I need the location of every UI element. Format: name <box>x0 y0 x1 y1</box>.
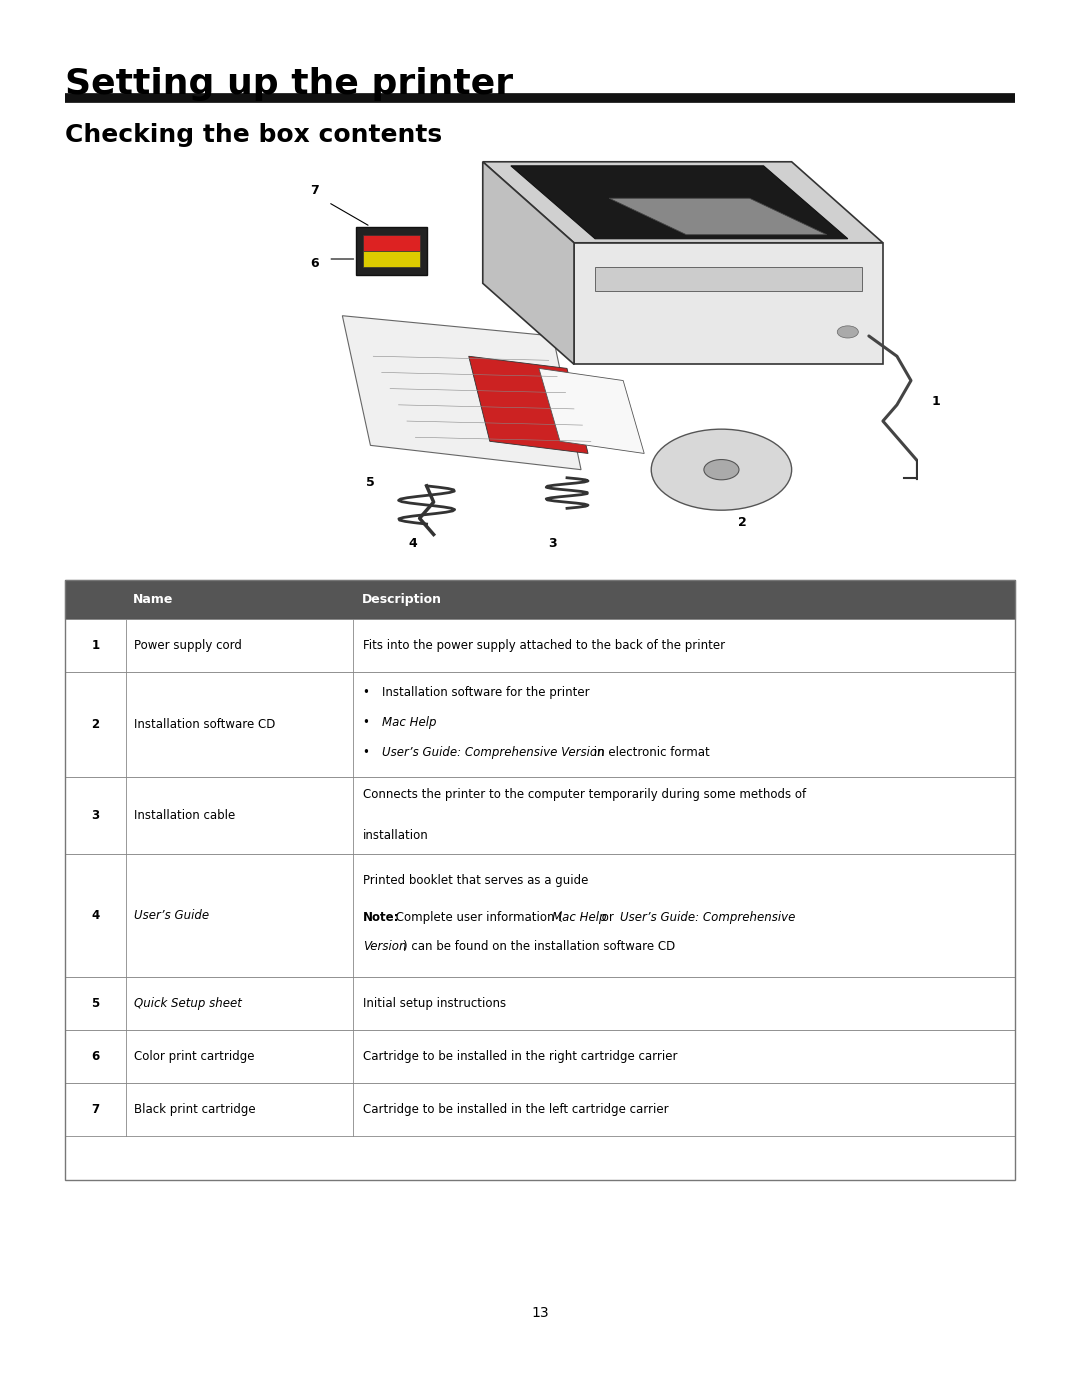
Text: •: • <box>363 717 374 729</box>
Polygon shape <box>469 356 589 454</box>
Text: 7: 7 <box>92 1102 99 1116</box>
Polygon shape <box>483 162 575 365</box>
Text: Installation software CD: Installation software CD <box>134 718 275 731</box>
Text: Black print cartridge: Black print cartridge <box>134 1102 256 1116</box>
Text: 4: 4 <box>408 536 417 549</box>
Text: Version: Version <box>363 940 406 954</box>
Text: Cartridge to be installed in the left cartridge carrier: Cartridge to be installed in the left ca… <box>363 1102 669 1116</box>
Polygon shape <box>342 316 581 469</box>
Polygon shape <box>595 267 862 292</box>
Text: 3: 3 <box>549 536 557 549</box>
Text: installation: installation <box>363 830 429 842</box>
FancyBboxPatch shape <box>65 672 1015 777</box>
Text: Complete user information (: Complete user information ( <box>391 911 563 923</box>
Text: 6: 6 <box>92 1049 99 1063</box>
FancyBboxPatch shape <box>65 1083 1015 1136</box>
Text: Checking the box contents: Checking the box contents <box>65 123 442 147</box>
Text: Connects the printer to the computer temporarily during some methods of: Connects the printer to the computer tem… <box>363 788 806 800</box>
Polygon shape <box>575 243 883 365</box>
Text: 6: 6 <box>310 257 319 270</box>
Text: Name: Name <box>133 592 173 606</box>
Text: 13: 13 <box>531 1306 549 1320</box>
Circle shape <box>651 429 792 510</box>
Text: •: • <box>363 746 374 760</box>
Text: User’s Guide: Comprehensive Version: User’s Guide: Comprehensive Version <box>382 746 605 760</box>
Text: Power supply cord: Power supply cord <box>134 638 242 652</box>
Text: Printed booklet that serves as a guide: Printed booklet that serves as a guide <box>363 875 589 887</box>
Text: Installation software for the printer: Installation software for the printer <box>382 686 590 700</box>
Text: Note:: Note: <box>363 911 400 923</box>
Text: 5: 5 <box>92 996 99 1010</box>
Text: 2: 2 <box>738 517 747 529</box>
FancyBboxPatch shape <box>65 1030 1015 1083</box>
Polygon shape <box>363 251 420 267</box>
FancyBboxPatch shape <box>65 854 1015 977</box>
Text: ) can be found on the installation software CD: ) can be found on the installation softw… <box>403 940 675 954</box>
Text: Mac Help: Mac Help <box>552 911 606 923</box>
Text: Fits into the power supply attached to the back of the printer: Fits into the power supply attached to t… <box>363 638 725 652</box>
Text: in electronic format: in electronic format <box>591 746 710 760</box>
Text: 4: 4 <box>92 908 99 922</box>
FancyBboxPatch shape <box>65 580 1015 619</box>
Text: User’s Guide: User’s Guide <box>134 908 210 922</box>
Text: •: • <box>363 686 374 700</box>
Polygon shape <box>356 226 427 275</box>
Text: Installation cable: Installation cable <box>134 809 235 821</box>
Text: Cartridge to be installed in the right cartridge carrier: Cartridge to be installed in the right c… <box>363 1049 677 1063</box>
Text: Setting up the printer: Setting up the printer <box>65 67 513 101</box>
Text: 5: 5 <box>366 476 375 489</box>
Text: User’s Guide: Comprehensive: User’s Guide: Comprehensive <box>620 911 796 923</box>
Polygon shape <box>539 369 644 454</box>
Polygon shape <box>511 166 848 239</box>
Text: 7: 7 <box>310 184 319 197</box>
Text: 3: 3 <box>92 809 99 821</box>
Text: Color print cartridge: Color print cartridge <box>134 1049 255 1063</box>
Text: 1: 1 <box>932 395 941 408</box>
Text: 2: 2 <box>92 718 99 731</box>
Text: Quick Setup sheet: Quick Setup sheet <box>134 996 242 1010</box>
FancyBboxPatch shape <box>65 977 1015 1030</box>
Text: or: or <box>597 911 617 923</box>
Text: Initial setup instructions: Initial setup instructions <box>363 996 507 1010</box>
Polygon shape <box>363 235 420 251</box>
Circle shape <box>837 326 859 338</box>
Text: 1: 1 <box>92 638 99 652</box>
FancyBboxPatch shape <box>65 619 1015 672</box>
Polygon shape <box>483 162 883 243</box>
Polygon shape <box>609 198 827 235</box>
Text: Mac Help: Mac Help <box>382 717 436 729</box>
Circle shape <box>704 460 739 479</box>
FancyBboxPatch shape <box>65 777 1015 854</box>
Text: Description: Description <box>362 592 442 606</box>
